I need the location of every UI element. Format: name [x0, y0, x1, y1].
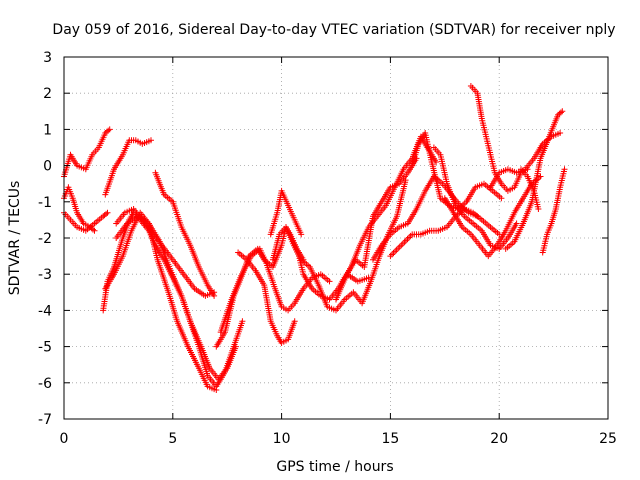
data-point-marker	[561, 166, 568, 173]
data-point-marker	[557, 130, 564, 136]
data-point-marker	[232, 343, 239, 350]
data-point-marker	[326, 278, 333, 285]
y-tick-label: -7	[38, 412, 52, 428]
series-track-t	[409, 130, 505, 212]
x-tick-label: 0	[60, 431, 69, 447]
data-point-marker	[91, 227, 98, 234]
data-point-marker	[211, 292, 218, 299]
series-track-a	[61, 126, 113, 180]
data-point-marker	[513, 220, 520, 227]
y-tick-label: 3	[43, 50, 52, 66]
data-point-marker	[239, 318, 246, 325]
data-point-marker	[213, 387, 220, 393]
y-axis-label: SDTVAR / TECUs	[7, 181, 23, 296]
x-tick-label: 25	[599, 431, 617, 447]
data-point-marker	[498, 195, 505, 202]
series-track-n	[267, 187, 305, 238]
x-tick-label: 15	[381, 431, 399, 447]
y-tick-label: -3	[38, 267, 52, 283]
data-point-marker	[291, 318, 298, 325]
data-point-marker	[298, 231, 305, 238]
series-track-k	[217, 245, 333, 336]
y-tick-label: -2	[38, 231, 52, 247]
x-axis-label: GPS time / hours	[276, 459, 393, 475]
y-tick-label: -5	[38, 340, 52, 356]
axis-ticks: 0 5 10 15 20 25 -7 -6 -5 -4 -3 -2 -1 0 1 2 3	[38, 50, 617, 447]
x-tick-label: 20	[490, 431, 508, 447]
data-point-marker	[535, 206, 542, 212]
data-point-marker	[106, 126, 113, 133]
series-track-aa	[539, 166, 568, 256]
chart-title: Day 059 of 2016, Sidereal Day-to-day VTE…	[52, 22, 615, 38]
series-track-z	[518, 166, 542, 212]
x-tick-label: 10	[273, 431, 291, 447]
series-track-w	[441, 173, 544, 260]
series-track-i	[152, 169, 218, 299]
y-tick-label: 1	[43, 122, 52, 138]
y-tick-label: 0	[43, 159, 52, 175]
data-point-marker	[557, 109, 564, 116]
data-point-marker	[104, 209, 111, 216]
series-track-h	[113, 213, 239, 383]
data-point-marker	[103, 210, 110, 217]
data-markers	[61, 83, 568, 393]
y-tick-label: -1	[38, 195, 52, 211]
series-track-d	[102, 137, 154, 198]
series-track-o	[289, 177, 409, 314]
series-track-y	[502, 108, 566, 252]
data-point-marker	[559, 108, 566, 115]
y-tick-label: -4	[38, 303, 52, 319]
data-point-marker	[537, 173, 544, 180]
series-track-l	[235, 249, 298, 346]
x-tick-label: 5	[168, 431, 177, 447]
y-tick-label: 2	[43, 86, 52, 102]
data-point-marker	[148, 137, 154, 144]
series-track-u	[430, 144, 520, 252]
y-tick-label: -6	[38, 376, 52, 392]
